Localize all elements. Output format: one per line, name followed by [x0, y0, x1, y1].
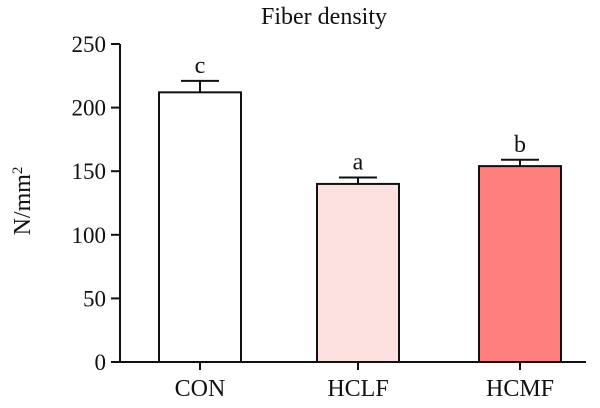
x-tick-label: HCMF	[486, 376, 554, 402]
x-tick-label: CON	[175, 376, 226, 402]
bar-con	[158, 91, 242, 363]
x-tick-label: HCLF	[327, 376, 388, 402]
significance-label: c	[195, 53, 206, 79]
chart-title: Fiber density	[261, 4, 387, 30]
plot-area: 0 50 100 150 200 250 CON c HCLF a HCMF b	[72, 32, 586, 402]
significance-label: a	[353, 150, 364, 176]
bar-hclf	[316, 182, 400, 363]
y-tick-label: 150	[72, 159, 107, 184]
y-tick-label: 200	[72, 96, 107, 121]
y-axis-title-superscript: 2	[10, 167, 26, 175]
significance-label: b	[514, 132, 526, 158]
y-tick-label: 0	[95, 350, 107, 375]
bar-hcmf	[478, 165, 562, 363]
y-tick-label: 100	[72, 223, 107, 248]
y-axis-title: N/mm2	[10, 167, 36, 236]
y-tick-label: 250	[72, 32, 107, 57]
y-axis-title-text: N/mm	[10, 174, 36, 236]
y-tick-label: 50	[83, 286, 106, 311]
